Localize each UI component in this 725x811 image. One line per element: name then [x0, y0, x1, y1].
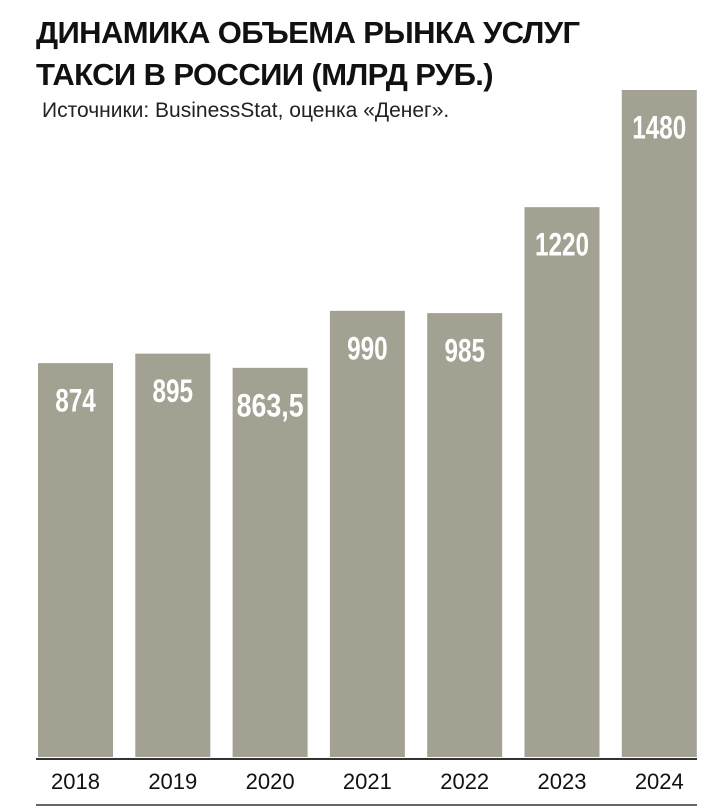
value-label: 895	[153, 373, 194, 409]
bar	[329, 310, 405, 757]
bar	[524, 207, 600, 758]
chart-subtitle: Источники: BusinessStat, оценка «Денег».	[42, 99, 450, 122]
bar	[621, 90, 697, 757]
x-tick-label: 2023	[538, 769, 587, 794]
x-tick-label: 2020	[246, 769, 295, 794]
bar	[427, 313, 503, 757]
value-label: 990	[347, 330, 388, 366]
value-label: 1480	[632, 109, 686, 145]
chart-title: ДИНАМИКА ОБЪЕМА РЫНКА УСЛУГ ТАКСИ В РОСС…	[36, 15, 580, 92]
value-label: 985	[444, 333, 485, 369]
x-tick-label: 2024	[635, 769, 684, 794]
bar	[135, 353, 211, 757]
x-tick-label: 2018	[51, 769, 100, 794]
x-tick-label: 2021	[343, 769, 392, 794]
value-label: 1220	[535, 227, 589, 263]
x-tick-label: 2022	[440, 769, 489, 794]
bar	[38, 363, 113, 757]
value-label: 863,5	[237, 387, 304, 423]
value-label: 874	[55, 383, 96, 419]
x-tick-label: 2019	[148, 769, 197, 794]
bar	[232, 367, 308, 757]
